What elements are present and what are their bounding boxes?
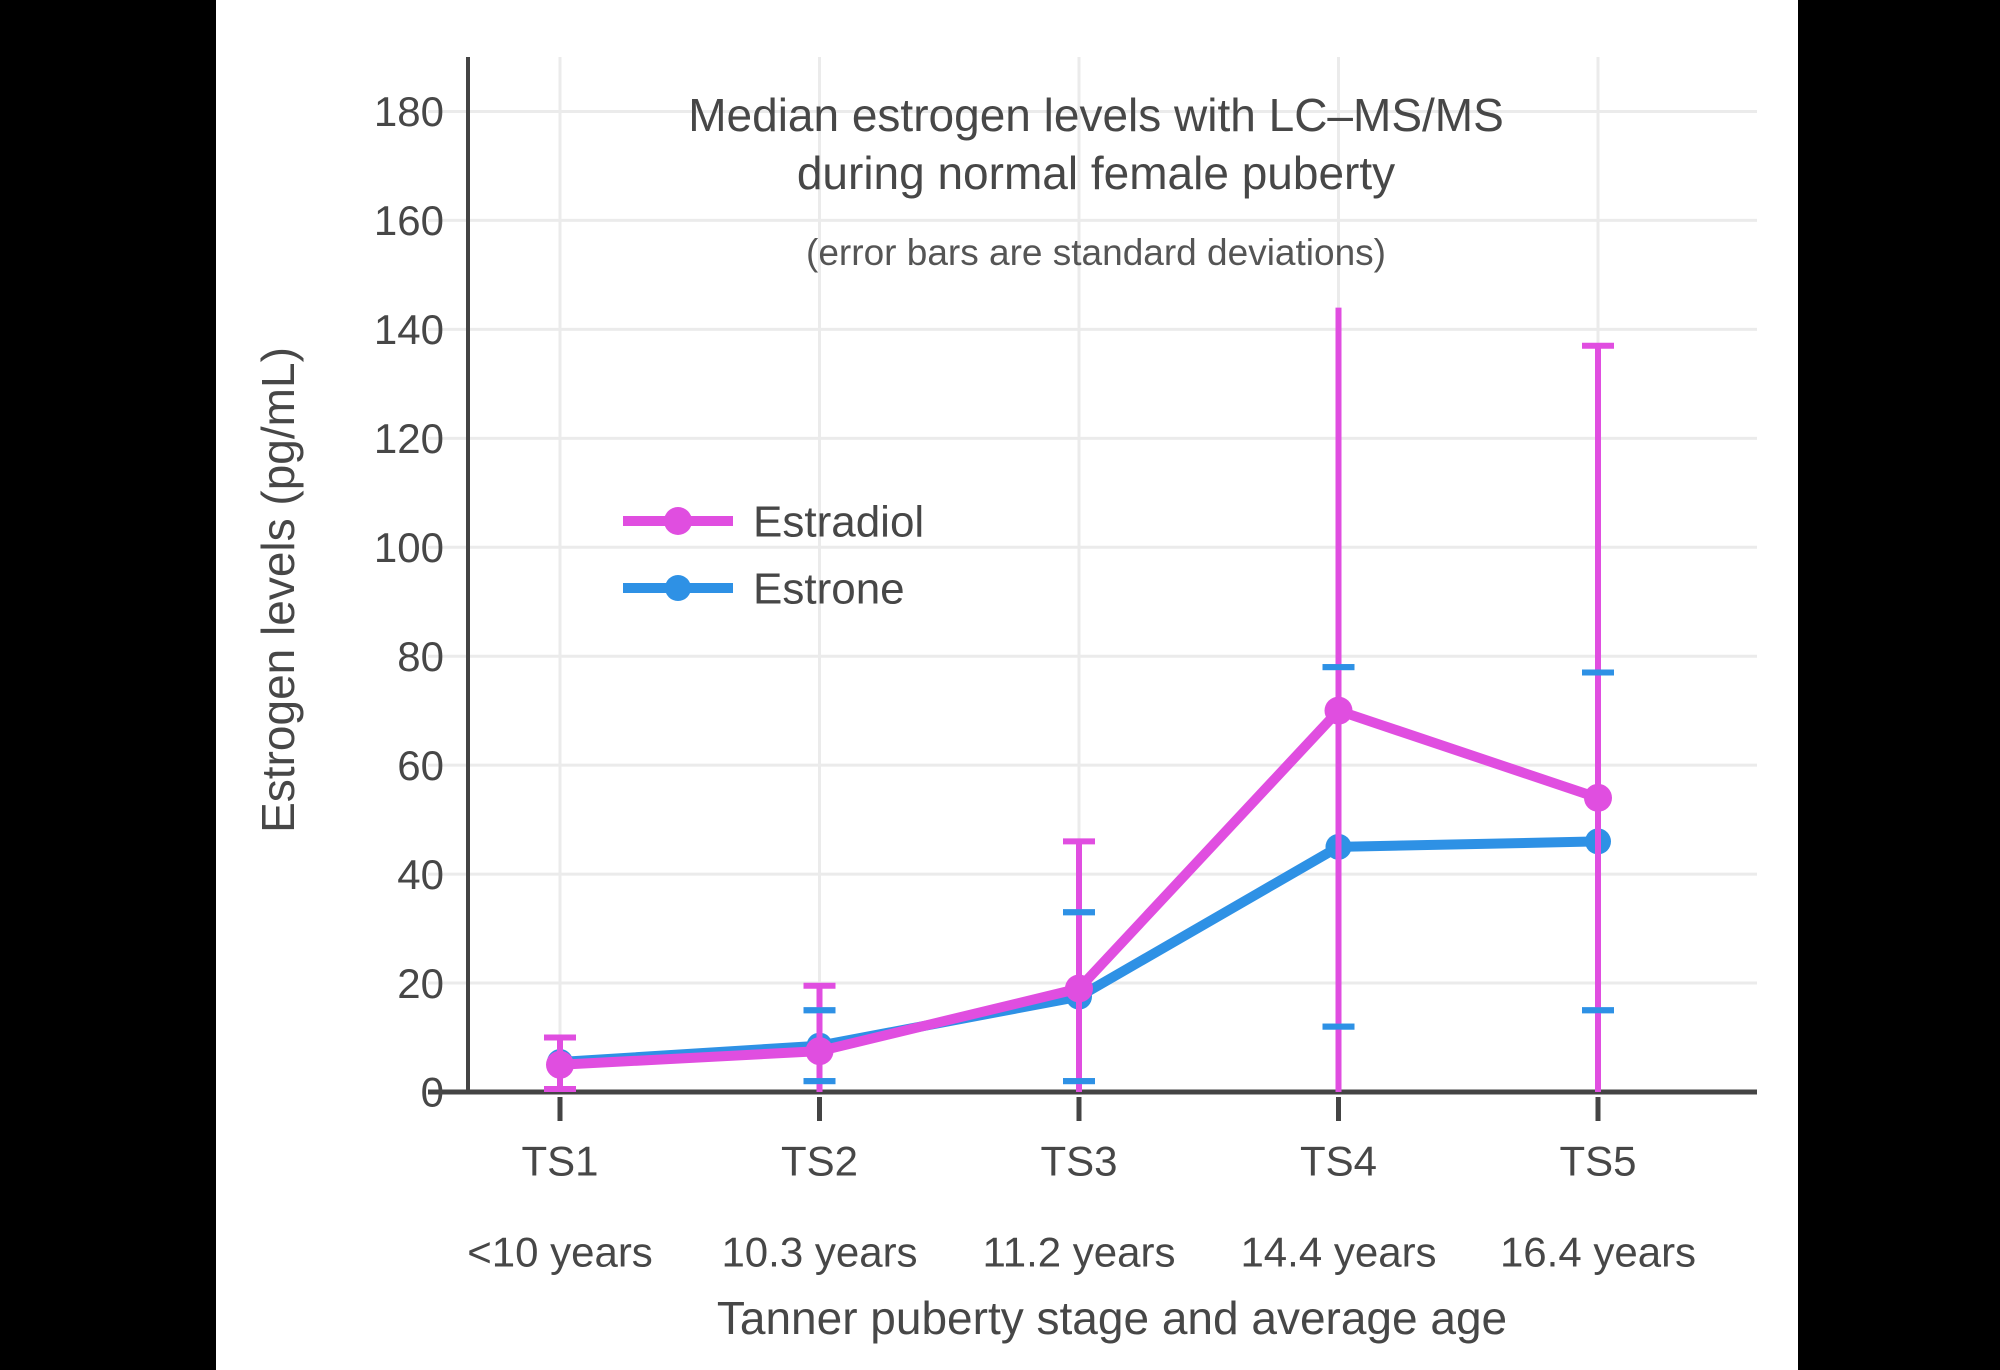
y-tick-label: 100 [374,524,444,571]
y-tick-label: 40 [397,851,444,898]
y-tick-label: 60 [397,742,444,789]
y-tick-label: 20 [397,960,444,1007]
marker-estradiol [546,1050,574,1079]
y-tick-label: 80 [397,633,444,680]
letterbox-right [1798,0,2000,1370]
grid-layer [428,57,1757,1092]
chart-title-line2: during normal female puberty [797,147,1395,199]
marker-estradiol [1584,783,1612,812]
x-age-label: 10.3 years [721,1229,917,1276]
y-tick-label: 180 [374,88,444,135]
x-tick-label: TS2 [781,1138,858,1185]
legend-item-estradiol: Estradiol [623,497,924,546]
legend-swatch-marker-estrone [665,575,691,601]
marker-estradiol [1065,974,1093,1003]
y-tick-label: 0 [421,1069,444,1116]
y-tick-label: 120 [374,415,444,462]
chart-subtitle: (error bars are standard deviations) [806,232,1386,273]
x-age-label: 11.2 years [983,1229,1176,1276]
x-axis-title: Tanner puberty stage and average age [717,1292,1507,1344]
axis-layer [428,57,1757,1121]
chart-title-line1: Median estrogen levels with LC–MS/MS [688,89,1504,141]
y-axis-title: Estrogen levels (pg/mL) [252,347,304,833]
y-tick-label: 140 [374,306,444,353]
legend-label-estradiol: Estradiol [753,497,924,546]
x-tick-label: TS5 [1559,1138,1636,1185]
legend-label-estrone: Estrone [753,564,905,613]
data-layer [544,307,1614,1092]
legend: Estradiol Estrone [623,497,924,613]
x-age-label: 14.4 years [1240,1229,1436,1276]
chart-canvas: 0 20 40 60 80 100 120 140 160 180 TS1 TS2 TS3 TS4 TS5 <… [216,0,1798,1370]
x-tick-label: TS4 [1300,1138,1377,1185]
x-age-label: 16.4 years [1500,1229,1696,1276]
x-tick-label: TS1 [521,1138,598,1185]
marker-estradiol [1324,696,1353,725]
y-tick-label: 160 [374,197,444,244]
x-tick-label: TS3 [1040,1138,1117,1185]
legend-swatch-marker-estradiol [664,507,692,535]
estrogen-puberty-chart: 0 20 40 60 80 100 120 140 160 180 TS1 TS2 TS3 TS4 TS5 <… [252,57,1757,1344]
x-age-label: <10 years [467,1229,653,1276]
legend-item-estrone: Estrone [623,564,905,613]
marker-estradiol [805,1037,834,1066]
label-layer: 0 20 40 60 80 100 120 140 160 180 TS1 TS2 TS3 TS4 TS5 <… [374,88,1696,1276]
letterbox-left [0,0,216,1370]
